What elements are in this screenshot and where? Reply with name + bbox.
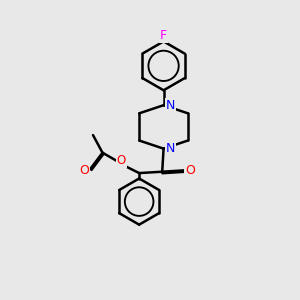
Text: O: O xyxy=(117,154,126,167)
Text: O: O xyxy=(80,164,89,177)
Text: O: O xyxy=(185,164,195,177)
Text: F: F xyxy=(160,29,167,42)
Text: N: N xyxy=(166,142,175,155)
Text: N: N xyxy=(166,99,175,112)
